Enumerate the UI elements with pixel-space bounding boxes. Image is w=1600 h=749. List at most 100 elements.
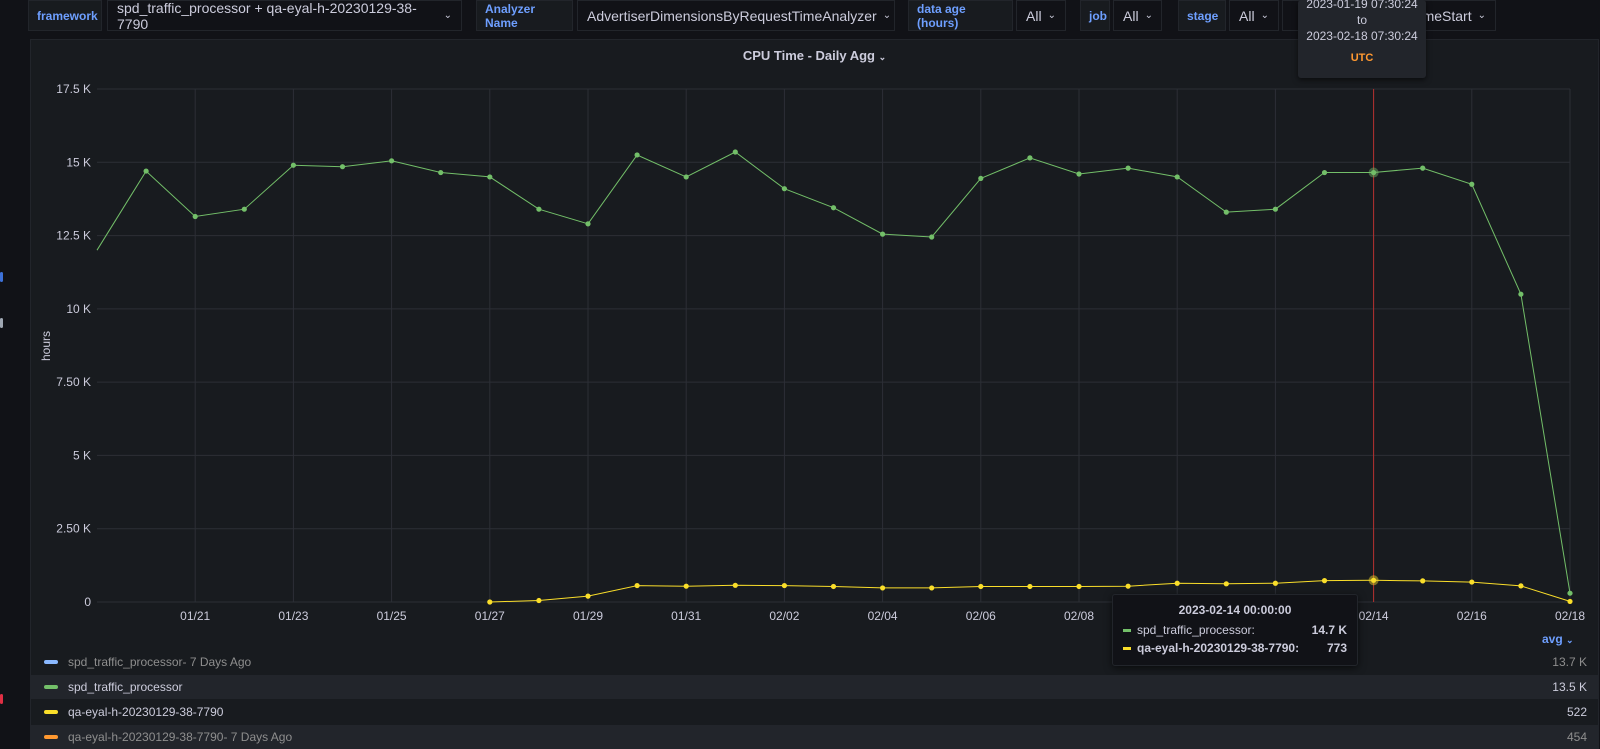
side-menu-strip bbox=[0, 0, 28, 737]
time-range-timezone: UTC bbox=[1350, 52, 1374, 64]
x-tick-label: 02/02 bbox=[769, 609, 799, 623]
series-point bbox=[585, 221, 591, 227]
series-point bbox=[1420, 578, 1426, 584]
legend-series-name: qa-eyal-h-20230129-38-7790 bbox=[68, 705, 224, 719]
stage-select[interactable]: All ⌄ bbox=[1229, 0, 1279, 31]
series-point bbox=[1371, 169, 1377, 176]
variable-label-framework: framework bbox=[28, 0, 102, 31]
legend-calc-header[interactable]: avg ⌄ bbox=[1542, 632, 1574, 646]
series-point bbox=[683, 583, 689, 589]
chevron-down-icon: ⌄ bbox=[1477, 10, 1486, 21]
series-point bbox=[1125, 583, 1131, 589]
series-point bbox=[978, 583, 984, 590]
series-point bbox=[732, 149, 738, 155]
series-point bbox=[1027, 583, 1033, 590]
time-range-tooltip: 2023-01-19 07:30:24 to 2023-02-18 07:30:… bbox=[1298, 0, 1426, 78]
side-marker bbox=[0, 694, 3, 704]
series-point bbox=[830, 205, 837, 211]
panel-title-text: CPU Time - Daily Agg bbox=[742, 48, 876, 63]
legend-series-name: spd_traffic_processor bbox=[68, 680, 183, 694]
x-tick-label: 02/14 bbox=[1359, 609, 1389, 623]
series-point bbox=[1321, 169, 1328, 176]
variable-label-job: job bbox=[1080, 0, 1110, 31]
job-select-value: All bbox=[1123, 7, 1139, 24]
job-select[interactable]: All ⌄ bbox=[1113, 0, 1162, 31]
hover-series-name: spd_traffic_processor: bbox=[1137, 623, 1255, 637]
legend-swatch bbox=[44, 660, 58, 664]
legend-row[interactable]: spd_traffic_processor- 7 Days Ago 13.7 K bbox=[30, 650, 1599, 674]
series-point bbox=[1272, 580, 1278, 586]
data-age-select-value: All bbox=[1026, 7, 1042, 24]
hover-series-value: 14.7 K bbox=[1311, 623, 1347, 637]
time-range-to-label: to bbox=[1356, 13, 1367, 27]
series-swatch bbox=[1123, 628, 1131, 632]
chevron-down-icon: ⌄ bbox=[443, 10, 452, 21]
chevron-down-icon: ⌄ bbox=[1047, 10, 1056, 21]
x-tick-label: 01/29 bbox=[573, 609, 603, 623]
series-point bbox=[1223, 209, 1229, 215]
chevron-down-icon: ⌄ bbox=[1144, 10, 1153, 21]
analyzer-select-value: AdvertiserDimensionsByRequestTimeAnalyze… bbox=[587, 7, 877, 24]
legend-series-name: spd_traffic_processor- 7 Days Ago bbox=[68, 655, 252, 669]
series-point bbox=[585, 593, 591, 599]
series-point bbox=[1371, 577, 1377, 583]
legend-series-name: qa-eyal-h-20230129-38-7790- 7 Days Ago bbox=[68, 730, 293, 744]
legend-row[interactable]: spd_traffic_processor 13.5 K bbox=[30, 675, 1599, 699]
y-tick-label: 7.50 K bbox=[56, 375, 91, 389]
series-point bbox=[781, 582, 788, 589]
y-tick-label: 5 K bbox=[73, 448, 91, 462]
series-point bbox=[683, 174, 689, 180]
series-point bbox=[1223, 581, 1229, 587]
series-point bbox=[880, 231, 886, 237]
side-marker bbox=[0, 318, 3, 328]
x-tick-label: 01/25 bbox=[377, 609, 407, 623]
y-tick-label: 15 K bbox=[66, 155, 91, 169]
legend-row[interactable]: qa-eyal-h-20230129-38-7790- 7 Days Ago 4… bbox=[30, 725, 1599, 749]
series-point bbox=[634, 152, 640, 158]
analyzer-select[interactable]: AdvertiserDimensionsByRequestTimeAnalyze… bbox=[577, 0, 895, 31]
series-point bbox=[880, 585, 886, 591]
variable-label-data-age: data age (hours) bbox=[908, 0, 1013, 31]
series-point bbox=[929, 234, 935, 240]
panel-title[interactable]: CPU Time - Daily Agg ⌄ bbox=[31, 48, 1598, 63]
data-age-select[interactable]: All ⌄ bbox=[1016, 0, 1066, 31]
series-point bbox=[929, 585, 935, 591]
legend-row[interactable]: qa-eyal-h-20230129-38-7790 522 bbox=[30, 700, 1599, 724]
series-line-0 bbox=[96, 151, 1571, 594]
framework-select[interactable]: spd_traffic_processor + qa-eyal-h-202301… bbox=[107, 0, 462, 32]
variable-label-stage: stage bbox=[1178, 0, 1226, 31]
series-point bbox=[781, 186, 788, 192]
legend-series-avg: 522 bbox=[1566, 705, 1587, 719]
series-point bbox=[192, 213, 198, 220]
hover-tooltip-row: qa-eyal-h-20230129-38-7790: 773 bbox=[1123, 641, 1347, 655]
hover-tooltip-time: 2023-02-14 00:00:00 bbox=[1178, 603, 1292, 617]
side-marker bbox=[0, 272, 3, 282]
x-tick-label: 01/31 bbox=[671, 609, 701, 623]
series-point bbox=[339, 164, 346, 170]
x-tick-label: 02/06 bbox=[966, 609, 996, 623]
stage-select-value: All bbox=[1239, 7, 1255, 24]
series-point bbox=[389, 158, 395, 164]
series-point bbox=[1027, 155, 1033, 161]
series-point bbox=[290, 162, 296, 168]
series-point bbox=[1567, 598, 1573, 605]
chevron-down-icon: ⌄ bbox=[882, 10, 892, 21]
series-point bbox=[830, 583, 837, 590]
hover-tooltip-row: spd_traffic_processor: 14.7 K bbox=[1123, 623, 1347, 637]
x-tick-label: 01/21 bbox=[180, 609, 210, 623]
legend-calc-label: avg bbox=[1542, 632, 1563, 646]
series-point bbox=[1469, 181, 1475, 187]
legend-swatch bbox=[44, 710, 58, 714]
series-point bbox=[241, 206, 247, 212]
series-point bbox=[1272, 206, 1278, 212]
x-tick-label: 02/08 bbox=[1064, 609, 1094, 623]
legend-series-avg: 454 bbox=[1566, 730, 1587, 744]
series-point bbox=[536, 206, 542, 212]
series-point bbox=[732, 582, 738, 588]
y-tick-label: 10 K bbox=[66, 302, 91, 316]
series-point bbox=[978, 175, 984, 182]
chevron-down-icon: ⌄ bbox=[878, 52, 887, 62]
legend-swatch bbox=[44, 735, 58, 739]
series-point bbox=[1469, 579, 1475, 585]
